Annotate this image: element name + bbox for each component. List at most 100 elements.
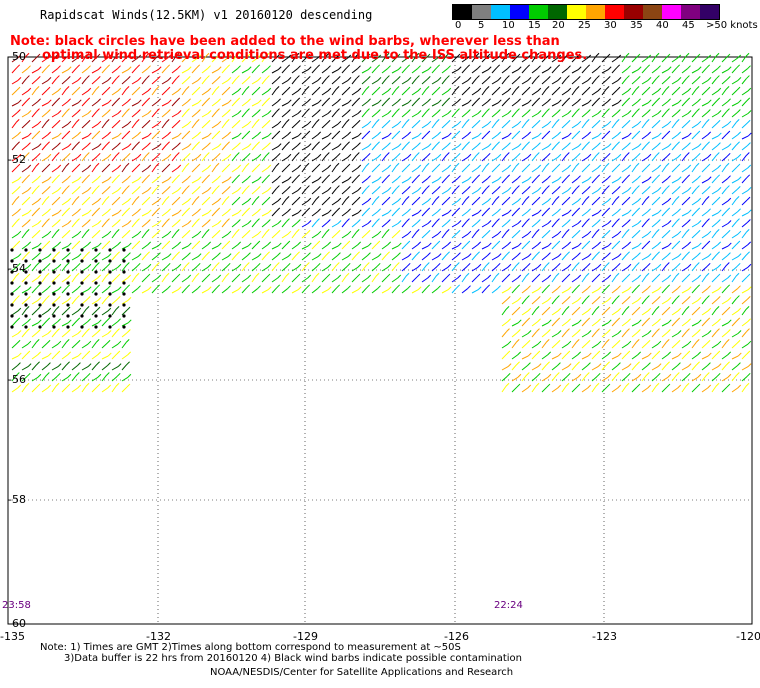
wind-barb — [281, 86, 291, 96]
wind-barb — [51, 97, 61, 107]
wind-barb — [91, 120, 102, 129]
wind-barb — [451, 262, 460, 272]
wind-barb — [471, 87, 482, 96]
wind-barb — [631, 143, 642, 151]
wind-barb — [621, 97, 631, 107]
wind-barb — [631, 297, 642, 305]
wind-barb — [731, 330, 742, 338]
wind-barb — [731, 253, 742, 261]
wind-barb — [711, 75, 720, 85]
legend-swatch — [624, 5, 643, 19]
wind-barb — [521, 99, 532, 107]
wind-barb — [551, 295, 560, 305]
wind-barb — [681, 229, 690, 239]
wind-barb — [261, 65, 271, 74]
wind-barb — [711, 132, 722, 140]
wind-barb — [741, 296, 751, 305]
wind-barb — [301, 252, 311, 261]
contamination-dot — [52, 248, 56, 252]
wind-barb — [481, 197, 492, 206]
wind-barb — [521, 362, 531, 371]
wind-barb — [131, 240, 141, 250]
wind-barb — [21, 328, 30, 338]
wind-barb — [11, 77, 22, 85]
wind-barb — [721, 284, 731, 294]
wind-barb — [341, 195, 350, 206]
wind-barb — [391, 185, 400, 195]
wind-barb — [651, 363, 662, 371]
wind-barb — [171, 52, 180, 63]
wind-barb — [711, 87, 722, 96]
wind-barb — [271, 85, 280, 96]
wind-barb — [621, 132, 632, 140]
wind-barb — [601, 373, 612, 382]
wind-barb — [221, 109, 231, 118]
wind-barb — [561, 97, 571, 107]
wind-barb — [71, 195, 80, 206]
wind-barb — [191, 131, 202, 140]
wind-barb — [561, 152, 570, 162]
wind-barb — [31, 108, 40, 118]
contamination-dot — [24, 281, 28, 285]
wind-barb — [11, 163, 21, 173]
wind-barb — [561, 110, 572, 118]
wind-barb — [51, 132, 62, 140]
wind-barb — [31, 130, 41, 140]
wind-barb — [441, 87, 452, 96]
wind-barb — [641, 372, 650, 382]
wind-barb — [501, 132, 512, 140]
wind-barb — [101, 372, 110, 382]
wind-barb — [301, 284, 311, 294]
wind-barb — [731, 339, 741, 349]
wind-barb — [171, 241, 182, 250]
wind-barb — [101, 230, 112, 239]
wind-barb — [601, 262, 610, 272]
wind-barb — [731, 99, 742, 107]
wind-barb — [531, 65, 541, 74]
wind-barb — [31, 339, 40, 349]
wind-barb — [481, 220, 492, 228]
wind-barb — [411, 65, 421, 74]
wind-barb — [571, 262, 580, 272]
wind-barb — [261, 164, 272, 173]
wind-barb — [561, 219, 571, 228]
wind-barb — [11, 109, 21, 118]
wind-barb — [131, 176, 142, 184]
wind-barb — [721, 319, 732, 327]
wind-barb — [471, 241, 482, 250]
wind-barb — [181, 252, 191, 261]
wind-barb — [621, 187, 632, 195]
wind-barb — [551, 163, 561, 173]
wind-barb — [41, 109, 51, 118]
wind-barb — [381, 164, 392, 173]
wind-barb — [511, 85, 520, 96]
wind-barb — [731, 153, 742, 162]
wind-barb — [561, 142, 571, 151]
wind-barb — [731, 218, 740, 228]
wind-barb — [411, 263, 422, 272]
wind-barb — [691, 207, 701, 217]
wind-barb — [431, 218, 440, 228]
wind-barb — [621, 286, 632, 294]
wind-barb — [41, 141, 50, 151]
wind-barb — [381, 251, 390, 261]
wind-barb — [241, 120, 252, 129]
wind-barb — [331, 220, 342, 228]
wind-barb — [131, 253, 142, 261]
wind-barb — [501, 196, 511, 206]
wind-barb — [311, 240, 321, 250]
wind-barb — [741, 328, 750, 338]
wind-barb — [471, 119, 481, 129]
wind-barb — [511, 306, 521, 316]
time-label-left: 23:58 — [2, 600, 31, 611]
wind-barb — [561, 350, 571, 360]
wind-barb — [711, 328, 720, 338]
contamination-dot — [80, 270, 84, 274]
wind-barb — [641, 54, 652, 63]
wind-barb — [541, 306, 551, 316]
wind-barb — [61, 284, 71, 294]
wind-barb — [741, 251, 750, 261]
wind-barb — [691, 85, 700, 96]
wind-barb — [661, 262, 670, 272]
wind-barb — [671, 77, 682, 85]
